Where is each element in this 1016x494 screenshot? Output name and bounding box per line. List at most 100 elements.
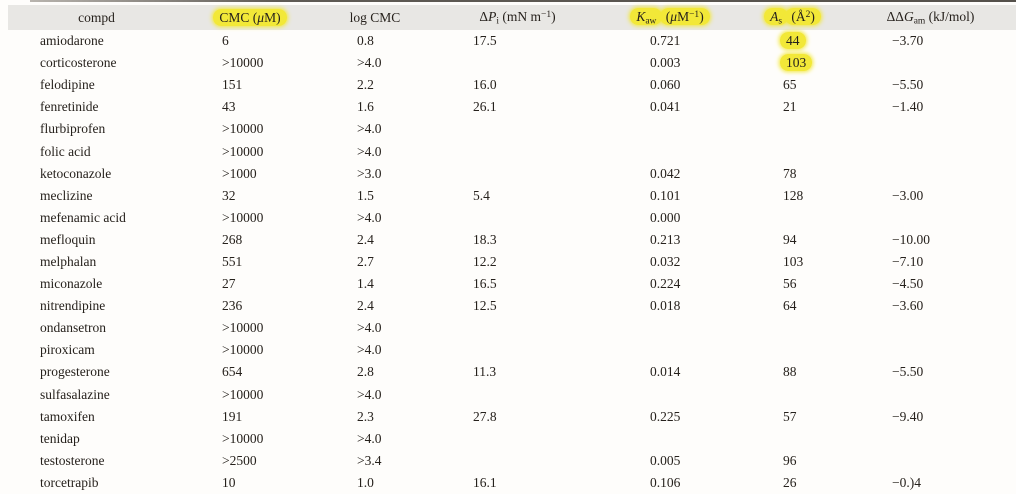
compd-cell: amiodarone [40, 33, 104, 49]
ddg-cell: −0.)4 [892, 474, 921, 490]
table-row: piroxicam >10000 >4.0 [8, 339, 1016, 361]
log-cmc-cell: 2.4 [357, 298, 374, 314]
compd-cell: fenretinide [40, 99, 99, 115]
compd-cell: meclizine [40, 187, 93, 203]
cmc-cell: >10000 [222, 55, 264, 71]
cmc-cell: >1000 [222, 165, 257, 181]
compd-cell: melphalan [40, 253, 97, 269]
ddg-cell: −9.40 [892, 408, 924, 424]
highlight-mark: 44 [780, 32, 806, 50]
cmc-cell: >10000 [222, 386, 264, 402]
kaw-cell: 0.721 [650, 33, 681, 49]
col-header-log-cmc: log CMC [349, 9, 401, 25]
table-row: miconazole 27 1.4 16.5 0.224 56 −4.50 [8, 273, 1016, 295]
kaw-cell: 0.101 [650, 187, 681, 203]
table-row: flurbiprofen >10000 >4.0 [8, 118, 1016, 140]
table-row: tamoxifen 191 2.3 27.8 0.225 57 −9.40 [8, 406, 1016, 428]
delta-p-cell: 17.5 [473, 33, 497, 49]
delta-p-cell: 5.4 [473, 187, 490, 203]
compd-cell: progesterone [40, 364, 110, 380]
kaw-cell: 0.106 [650, 474, 681, 490]
ddg-cell: −4.50 [892, 276, 924, 292]
delta-p-cell: 12.2 [473, 253, 497, 269]
highlight-mark: 103 [780, 54, 813, 72]
compd-cell: sulfasalazine [40, 386, 110, 402]
log-cmc-cell: 2.4 [357, 231, 374, 247]
log-cmc-cell: >4.0 [357, 55, 382, 71]
table-row: amiodarone 6 0.8 17.5 0.721 44 −3.70 [8, 30, 1016, 52]
cmc-cell: >10000 [222, 121, 264, 137]
cmc-cell: 27 [222, 276, 236, 292]
delta-p-cell: 16.1 [473, 474, 497, 490]
cmc-cell: >2500 [222, 452, 257, 468]
delta-p-cell: 16.5 [473, 276, 497, 292]
as-cell: 94 [783, 231, 797, 247]
highlight-mark: As [764, 7, 789, 26]
table-header-band: compd CMC (μM) log CMC ΔPi (mN m−1) Kaw (μM−… [8, 5, 1016, 30]
kaw-cell: 0.060 [650, 77, 681, 93]
log-cmc-cell: 1.6 [357, 99, 374, 115]
ddg-cell: −3.60 [892, 298, 924, 314]
ddg-cell: −10.00 [892, 231, 930, 247]
compd-cell: ketoconazole [40, 165, 112, 181]
as-cell: 57 [783, 408, 797, 424]
as-cell: 78 [783, 165, 797, 181]
log-cmc-cell: 1.5 [357, 187, 374, 203]
as-cell: 21 [783, 99, 797, 115]
cmc-cell: 10 [222, 474, 236, 490]
cmc-cell: 654 [222, 364, 243, 380]
compd-cell: tenidap [40, 430, 80, 446]
col-header-compd: compd [78, 9, 115, 25]
cmc-cell: >10000 [222, 320, 264, 336]
log-cmc-cell: 2.8 [357, 364, 374, 380]
table-body: amiodarone 6 0.8 17.5 0.721 44 −3.70 corticoste… [8, 30, 1016, 494]
highlight-mark: CMC (μM) [213, 8, 287, 26]
table-top-rule [30, 0, 1016, 2]
kaw-cell: 0.042 [650, 165, 681, 181]
log-cmc-cell: >4.0 [357, 386, 382, 402]
compd-cell: torcetrapib [40, 474, 99, 490]
col-header-cmc: CMC (μM) [185, 8, 315, 26]
table-row: mefenamic acid >10000 >4.0 0.000 [8, 207, 1016, 229]
table-row: felodipine 151 2.2 16.0 0.060 65 −5.50 [8, 74, 1016, 96]
as-cell: 64 [783, 298, 797, 314]
header-row: compd CMC (μM) log CMC ΔPi (mN m−1) Kaw (μM−… [8, 5, 1016, 30]
ddg-cell: −1.40 [892, 99, 924, 115]
delta-p-cell: 27.8 [473, 408, 497, 424]
table-row: nitrendipine 236 2.4 12.5 0.018 64 −3.60 [8, 295, 1016, 317]
kaw-cell: 0.041 [650, 99, 681, 115]
cmc-cell: 236 [222, 298, 243, 314]
table-row: fenretinide 43 1.6 26.1 0.041 21 −1.40 [8, 96, 1016, 118]
log-cmc-cell: 0.8 [357, 33, 374, 49]
table-row: mefloquin 268 2.4 18.3 0.213 94 −10.00 [8, 229, 1016, 251]
kaw-cell: 0.032 [650, 253, 681, 269]
compd-cell: mefloquin [40, 231, 96, 247]
log-cmc-cell: 2.2 [357, 77, 374, 93]
as-cell: 65 [783, 77, 797, 93]
cmc-cell: 32 [222, 187, 236, 203]
as-cell: 44 [740, 32, 845, 50]
kaw-cell: 0.003 [650, 55, 681, 71]
ddg-cell: −3.00 [892, 187, 924, 203]
ddg-cell: −7.10 [892, 253, 924, 269]
log-cmc-cell: >4.0 [357, 209, 382, 225]
compd-cell: felodipine [40, 77, 95, 93]
table-row: meclizine 32 1.5 5.4 0.101 128 −3.00 [8, 185, 1016, 207]
as-cell: 103 [783, 253, 804, 269]
log-cmc-cell: >4.0 [357, 320, 382, 336]
compd-cell: mefenamic acid [40, 209, 126, 225]
cmc-cell: >10000 [222, 342, 264, 358]
compd-cell: corticosterone [40, 55, 117, 71]
log-cmc-cell: 2.7 [357, 253, 374, 269]
compd-cell: flurbiprofen [40, 121, 106, 137]
ddg-cell: −3.70 [892, 33, 924, 49]
compd-cell: ondansetron [40, 320, 106, 336]
log-cmc-cell: 1.4 [357, 276, 374, 292]
kaw-cell: 0.000 [650, 209, 681, 225]
cmc-cell: 43 [222, 99, 236, 115]
table-row: folic acid >10000 >4.0 [8, 140, 1016, 162]
table-row: tenidap >10000 >4.0 [8, 428, 1016, 450]
log-cmc-cell: >4.0 [357, 121, 382, 137]
highlight-mark: Kaw [630, 7, 663, 26]
